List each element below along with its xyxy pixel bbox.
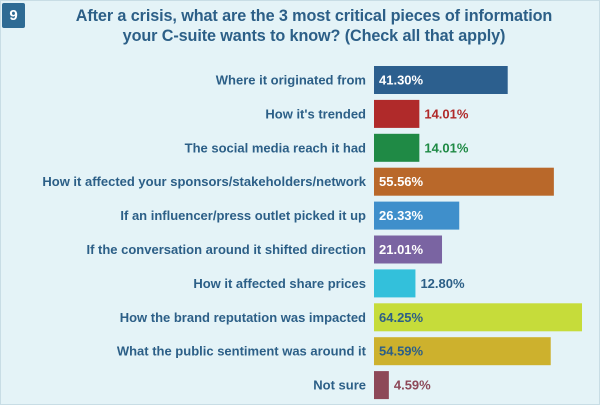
- chart-title-line-2: your C-suite wants to know? (Check all t…: [122, 27, 506, 45]
- category-label-how-it-s-trended: How it's trended: [265, 106, 366, 121]
- value-label-if-the-conversation-around-it-shifted-direction: 21.01%: [379, 242, 424, 257]
- value-label-what-the-public-sentiment-was-around-it: 54.59%: [379, 344, 424, 359]
- bar-how-it-affected-your-sponsors-stakeholders-network: [374, 167, 554, 196]
- category-label-how-it-affected-share-prices: How it affected share prices: [193, 276, 366, 291]
- category-label-what-the-public-sentiment-was-around-it: What the public sentiment was around it: [117, 344, 367, 359]
- bar-where-it-originated-from: [374, 66, 508, 94]
- chart-title-line-1: After a crisis, what are the 3 most crit…: [75, 7, 553, 25]
- bar-the-social-media-reach-it-had: [374, 133, 420, 162]
- bar-how-it-s-trended: [374, 99, 420, 128]
- bar-how-it-affected-share-prices: [374, 269, 416, 298]
- bar-if-an-influencer-press-outlet-picked-it-up: [374, 201, 460, 230]
- category-label-if-an-influencer-press-outlet-picked-it-up: If an influencer/press outlet picked it …: [120, 208, 366, 223]
- category-label-how-the-brand-reputation-was-impacted: How the brand reputation was impacted: [120, 310, 366, 325]
- category-label-the-social-media-reach-it-had: The social media reach it had: [185, 140, 366, 155]
- value-label-the-social-media-reach-it-had: 14.01%: [424, 140, 469, 155]
- category-label-if-the-conversation-around-it-shifted-direction: If the conversation around it shifted di…: [86, 242, 366, 257]
- bar-how-the-brand-reputation-was-impacted: [374, 303, 582, 332]
- value-label-how-it-affected-your-sponsors-stakeholders-network: 55.56%: [379, 174, 424, 189]
- bar-if-the-conversation-around-it-shifted-direction: [374, 235, 443, 264]
- value-label-how-it-s-trended: 14.01%: [424, 106, 469, 121]
- value-label-if-an-influencer-press-outlet-picked-it-up: 26.33%: [379, 208, 424, 223]
- bar-not-sure: [374, 371, 389, 400]
- value-label-how-the-brand-reputation-was-impacted: 64.25%: [379, 310, 424, 325]
- bar-what-the-public-sentiment-was-around-it: [374, 337, 551, 366]
- value-label-how-it-affected-share-prices: 12.80%: [420, 276, 465, 291]
- category-label-how-it-affected-your-sponsors-stakeholders-network: How it affected your sponsors/stakeholde…: [42, 174, 366, 189]
- category-label-where-it-originated-from: Where it originated from: [216, 73, 366, 88]
- figure-number-badge: 9: [2, 3, 25, 28]
- value-label-not-sure: 4.59%: [394, 378, 431, 393]
- value-label-where-it-originated-from: 41.30%: [379, 73, 424, 88]
- chart-title: After a crisis, what are the 3 most crit…: [30, 6, 598, 46]
- category-label-not-sure: Not sure: [313, 378, 366, 393]
